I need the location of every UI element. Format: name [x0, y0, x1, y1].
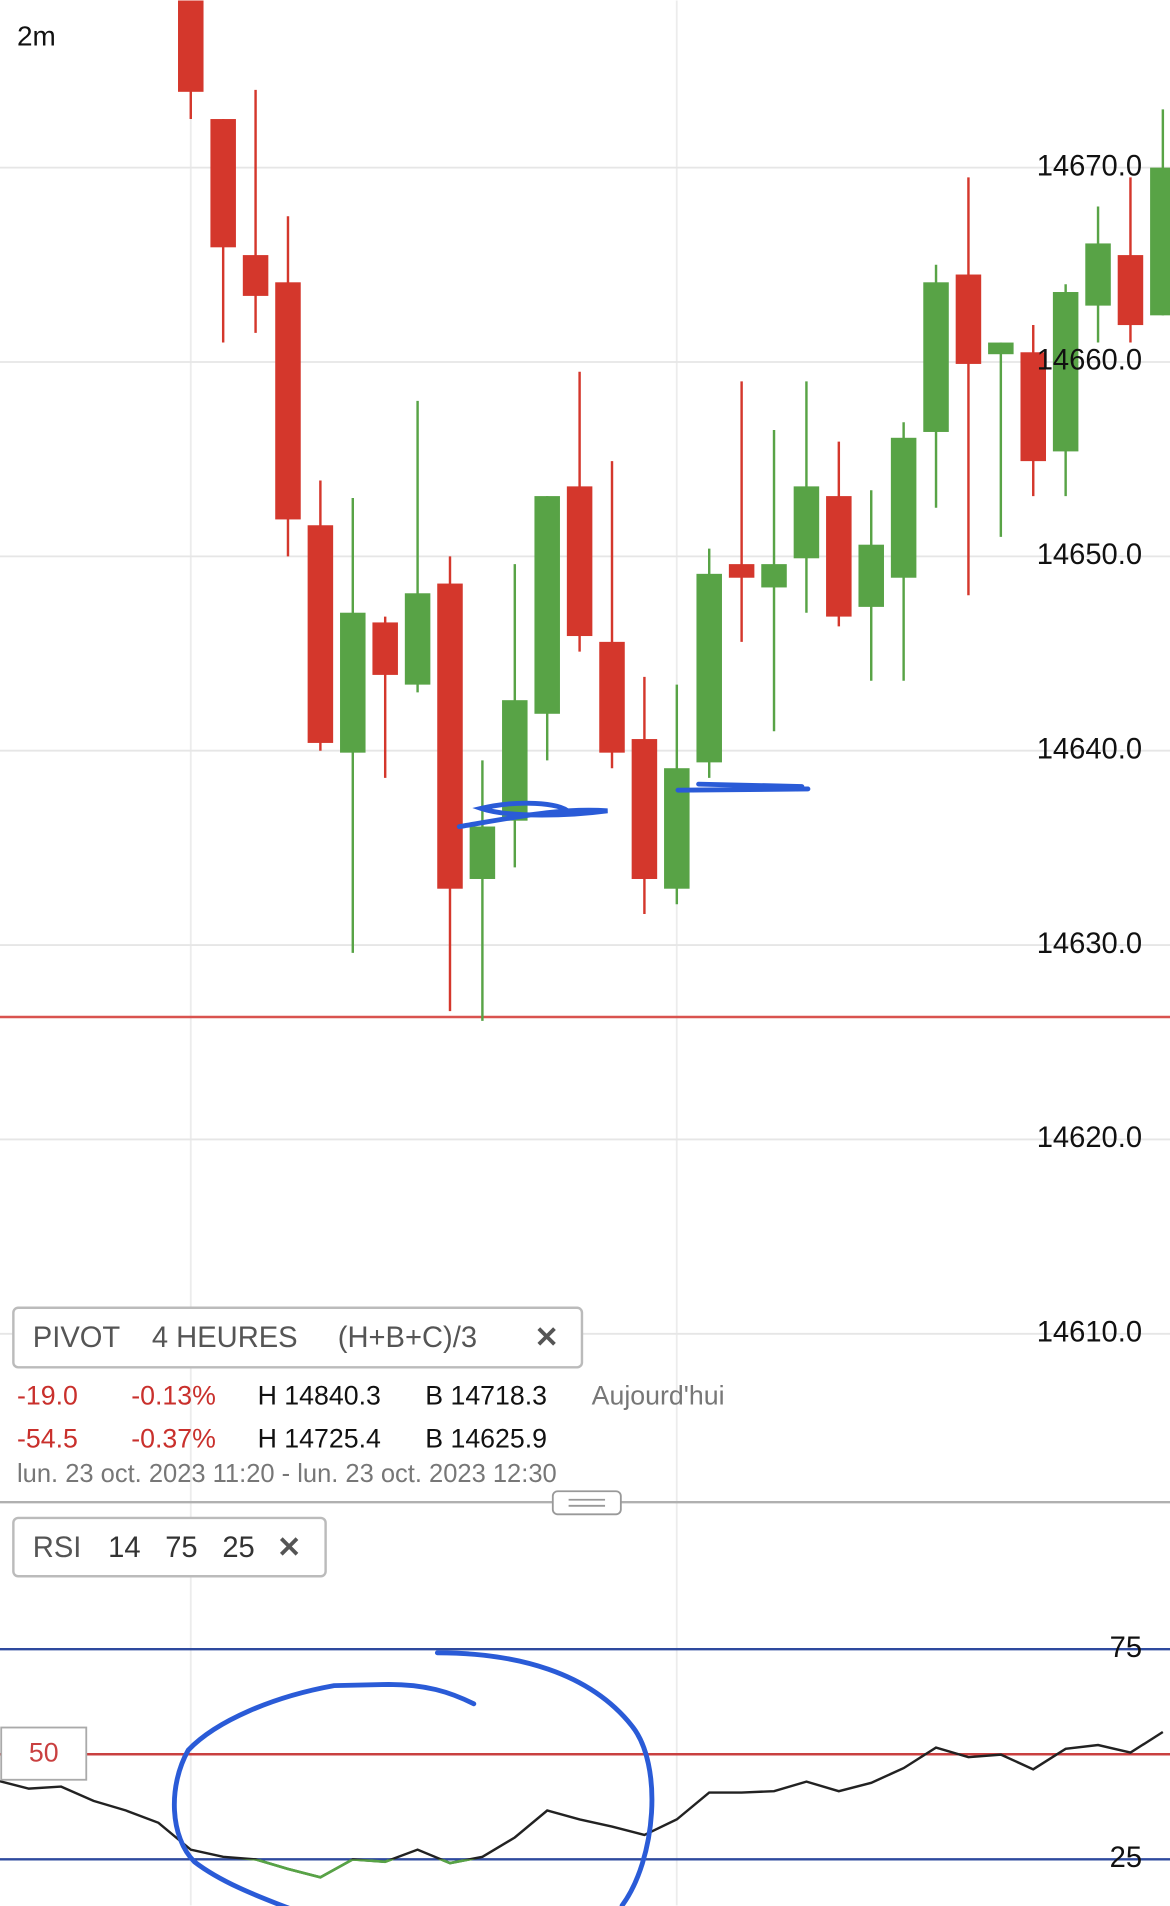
- pivot-label: PIVOT: [33, 1322, 121, 1354]
- resize-handle[interactable]: [551, 1490, 622, 1516]
- candle-body: [631, 739, 658, 879]
- candle-body: [437, 583, 463, 889]
- date-range: lun. 23 oct. 2023 11:20 - lun. 23 oct. 2…: [17, 1460, 557, 1488]
- candle-body: [566, 486, 593, 637]
- candle-body: [761, 564, 787, 588]
- candle-body: [599, 641, 625, 753]
- candle-body: [923, 282, 949, 432]
- rsi-overbought: 75: [165, 1532, 197, 1564]
- candle-body: [696, 573, 722, 763]
- rsi-box: [12, 1516, 327, 1578]
- rsi-legend: RSI 14 75 25 ✕: [12, 1516, 327, 1578]
- price-panel: [0, 0, 1170, 1335]
- rsi-label: RSI: [33, 1532, 82, 1564]
- candle-body: [793, 486, 820, 559]
- candle-body: [469, 826, 496, 879]
- pivot-period: 4 HEURES: [152, 1322, 298, 1354]
- candle-body: [1117, 255, 1144, 326]
- candle-body: [1150, 167, 1170, 316]
- pivot-low: B 14718.3: [425, 1381, 547, 1411]
- pivot-change-pct: -0.37%: [131, 1423, 216, 1453]
- rsi-line: [0, 1731, 1164, 1879]
- candle-body: [1052, 292, 1079, 452]
- candle-body: [858, 544, 884, 607]
- candle-body: [340, 612, 366, 753]
- candle-body: [178, 0, 204, 92]
- y-tick-label: 14670.0: [1037, 150, 1142, 182]
- pivot-legend: PIVOT 4 HEURES (H+B+C)/3 ✕ -19.0 -0.13% …: [12, 1306, 725, 1488]
- y-tick-label: 14620.0: [1037, 1122, 1142, 1154]
- y-tick-label: 75: [1110, 1632, 1142, 1664]
- candle-body: [502, 700, 528, 821]
- candle-body: [372, 622, 398, 675]
- close-button[interactable]: ✕: [277, 1532, 301, 1564]
- candle-body: [1085, 243, 1111, 306]
- candle-body: [890, 437, 917, 578]
- rsi-oversold: 25: [222, 1532, 254, 1564]
- annotation-stroke: [675, 781, 811, 793]
- pivot-high: H 14840.3: [258, 1381, 381, 1411]
- pivot-formula: (H+B+C)/3: [338, 1322, 477, 1354]
- candle-body: [1020, 352, 1047, 462]
- pivot-low: B 14625.9: [425, 1423, 547, 1453]
- candle-body: [404, 593, 431, 685]
- pivot-change-pct: -0.13%: [131, 1381, 216, 1411]
- grid: [189, 0, 678, 1906]
- y-tick-label: 14640.0: [1037, 733, 1142, 765]
- mid-label-box: [0, 1726, 88, 1781]
- y-tick-label: 14660.0: [1037, 345, 1142, 377]
- rsi-period: 14: [108, 1532, 140, 1564]
- candle-body: [955, 274, 982, 364]
- annotation-stroke: [456, 800, 608, 830]
- timeframe: 2m: [17, 21, 56, 52]
- y-tick-label: 14610.0: [1037, 1316, 1142, 1348]
- candle-body: [534, 496, 560, 714]
- close-button[interactable]: ✕: [535, 1322, 559, 1354]
- candle-body: [826, 496, 852, 617]
- pivot-change: -19.0: [17, 1381, 78, 1411]
- candle-body: [307, 525, 334, 743]
- candle-body: [664, 768, 690, 889]
- y-tick-label: 25: [1110, 1842, 1142, 1874]
- pivot-high: H 14725.4: [258, 1423, 381, 1453]
- annotation-circle: [434, 1650, 655, 1906]
- candle-body: [275, 282, 301, 520]
- candle-body: [210, 119, 236, 248]
- y-tick-label: 14650.0: [1037, 539, 1142, 571]
- candle-body: [242, 255, 269, 296]
- candle-body: [728, 564, 755, 578]
- annotation-circle: [172, 1681, 477, 1906]
- pivot-box: [12, 1306, 584, 1369]
- candle-body: [988, 342, 1014, 355]
- rsi-panel: [0, 1647, 1170, 1879]
- hand-annotations: [172, 781, 811, 1906]
- pivot-change: -54.5: [17, 1423, 78, 1453]
- pivot-period-label: Aujourd'hui: [592, 1381, 725, 1411]
- y-tick-label: 14630.0: [1037, 928, 1142, 960]
- y-tick-label: 50: [29, 1737, 59, 1767]
